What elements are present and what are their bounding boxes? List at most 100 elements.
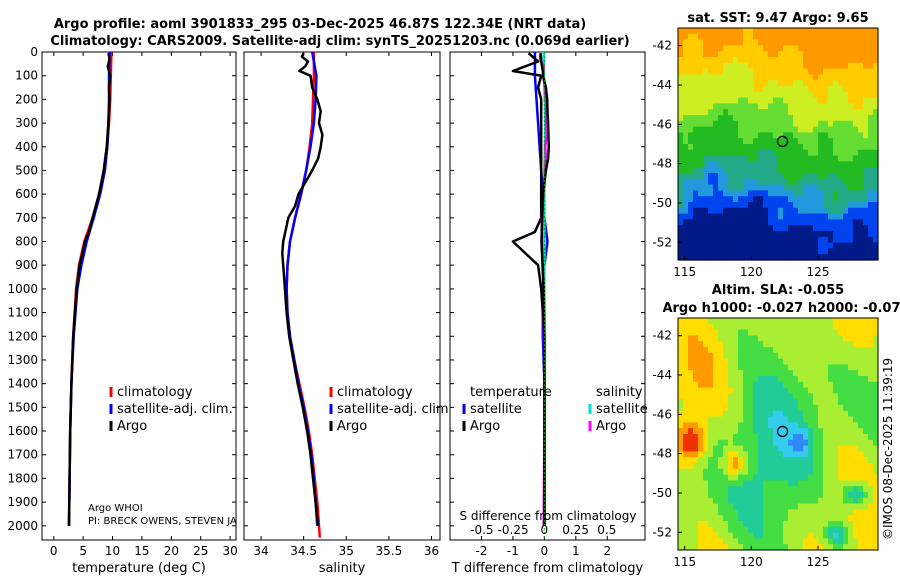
map-cell <box>858 352 864 360</box>
map-cell <box>828 132 834 139</box>
x-tick-label: 10 <box>105 544 120 558</box>
map-cell <box>803 422 809 429</box>
map-cell <box>803 51 809 58</box>
map-cell <box>703 410 709 418</box>
map-cell <box>698 248 704 255</box>
map-cell <box>853 474 859 481</box>
map-cell <box>688 486 694 493</box>
map-cell <box>708 434 714 441</box>
map-cell <box>853 178 859 186</box>
depth-tick-label: 800 <box>15 235 38 249</box>
map-cell <box>873 196 879 203</box>
map-cell <box>823 91 829 99</box>
map-cell <box>738 248 744 255</box>
map-cell <box>708 526 714 534</box>
map-cell <box>788 103 794 110</box>
map-cell <box>863 381 869 389</box>
map-cell <box>758 457 764 464</box>
map-cell <box>778 184 784 191</box>
map-cell <box>678 254 684 261</box>
map-cell <box>858 225 864 232</box>
map-cell <box>713 202 719 209</box>
map-cell <box>763 457 769 464</box>
map-cell <box>798 184 804 191</box>
map-cell <box>778 33 784 41</box>
map-cell <box>873 242 879 249</box>
map-cell <box>768 526 774 534</box>
map-cell <box>838 341 844 348</box>
map-cell <box>813 381 819 389</box>
map-cell <box>863 219 869 226</box>
map-cell <box>693 521 699 528</box>
map-cell <box>798 173 804 180</box>
map-cell <box>753 236 759 244</box>
map-cell <box>743 474 749 481</box>
map-cell <box>693 457 699 464</box>
map-cell <box>768 405 774 412</box>
map-cell <box>708 347 714 354</box>
map-cell <box>708 213 714 220</box>
map-cell <box>703 202 709 209</box>
x-tick-label: 5 <box>79 544 87 558</box>
map-cell <box>678 463 684 470</box>
map-cell <box>853 39 859 46</box>
map-cell <box>853 103 859 110</box>
map-cell <box>723 387 729 394</box>
map-cell <box>778 236 784 244</box>
map-cell <box>848 91 854 99</box>
map-cell <box>753 62 759 70</box>
map-cell <box>803 144 809 151</box>
map-cell <box>858 381 864 389</box>
map-cell <box>753 445 759 452</box>
map-cell <box>808 428 814 435</box>
map-cell <box>733 202 739 209</box>
map-cell <box>693 161 699 168</box>
x-tick-label: 2 <box>603 544 611 558</box>
map-cell <box>733 474 739 481</box>
map-cell <box>868 318 874 325</box>
map-cell <box>718 393 724 400</box>
map-cell <box>808 492 814 499</box>
map-cell <box>748 202 754 209</box>
map-cell <box>848 439 854 447</box>
map-cell <box>713 62 719 70</box>
map-cell <box>868 155 874 162</box>
map-cell <box>868 196 874 203</box>
map-cell <box>848 538 854 545</box>
map-cell <box>763 120 769 128</box>
map-cell <box>763 352 769 360</box>
map-cell <box>693 213 699 220</box>
map-cell <box>788 445 794 452</box>
map-cell <box>843 381 849 389</box>
map-cell <box>743 138 749 145</box>
map-cell <box>728 39 734 46</box>
map-cell <box>818 138 824 145</box>
map-cell <box>858 178 864 186</box>
map-cell <box>818 486 824 493</box>
map-cell <box>758 184 764 191</box>
map-cell <box>833 120 839 128</box>
map-cell <box>748 173 754 180</box>
map-cell <box>848 329 854 336</box>
map-cell <box>778 248 784 255</box>
map-cell <box>848 497 854 505</box>
map-cell <box>713 254 719 261</box>
map-cell <box>848 109 854 116</box>
map-cell <box>793 399 799 406</box>
map-cell <box>873 120 879 128</box>
map-cell <box>683 358 689 365</box>
map-cell <box>823 109 829 116</box>
map-cell <box>748 341 754 348</box>
map-cell <box>703 39 709 46</box>
map-cell <box>808 109 814 116</box>
map-cell <box>753 341 759 348</box>
map-cell <box>843 51 849 58</box>
map-cell <box>848 196 854 203</box>
map-cell <box>798 254 804 261</box>
map-cell <box>773 439 779 447</box>
map-cell <box>798 207 804 215</box>
map-cell <box>793 178 799 186</box>
map-cell <box>713 242 719 249</box>
map-cell <box>778 202 784 209</box>
map-cell <box>823 451 829 458</box>
